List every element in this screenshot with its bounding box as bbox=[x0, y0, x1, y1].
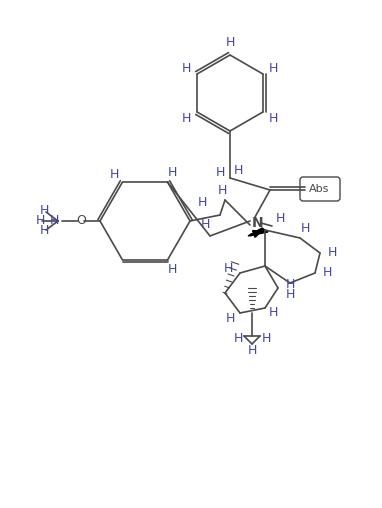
Text: H: H bbox=[110, 168, 119, 180]
Text: H: H bbox=[269, 111, 278, 124]
Text: N: N bbox=[252, 216, 264, 230]
Text: H: H bbox=[49, 214, 59, 228]
Text: H: H bbox=[300, 221, 310, 235]
Text: H: H bbox=[268, 305, 278, 319]
Text: H: H bbox=[182, 61, 191, 75]
Text: H: H bbox=[215, 167, 225, 179]
Text: H: H bbox=[168, 264, 177, 276]
Text: H: H bbox=[233, 164, 243, 176]
Text: H: H bbox=[285, 289, 295, 302]
Text: H: H bbox=[200, 217, 210, 231]
Text: H: H bbox=[275, 211, 285, 225]
Polygon shape bbox=[248, 228, 268, 236]
Text: H: H bbox=[225, 37, 235, 49]
Text: O: O bbox=[76, 214, 86, 228]
Text: H: H bbox=[269, 61, 278, 75]
Text: H: H bbox=[168, 166, 177, 178]
Text: H: H bbox=[327, 246, 337, 260]
Text: H: H bbox=[39, 205, 49, 217]
Text: H: H bbox=[261, 332, 271, 344]
FancyBboxPatch shape bbox=[300, 177, 340, 201]
Text: H: H bbox=[197, 197, 207, 209]
Text: H: H bbox=[35, 214, 45, 228]
Text: H: H bbox=[247, 343, 257, 357]
Text: H: H bbox=[182, 111, 191, 124]
Text: H: H bbox=[217, 183, 227, 197]
Text: H: H bbox=[285, 277, 295, 291]
Text: H: H bbox=[233, 332, 243, 344]
Text: H: H bbox=[225, 311, 235, 325]
Text: Abs: Abs bbox=[309, 184, 329, 194]
Text: H: H bbox=[223, 263, 233, 275]
Text: H: H bbox=[322, 267, 332, 279]
Text: H: H bbox=[39, 225, 49, 238]
